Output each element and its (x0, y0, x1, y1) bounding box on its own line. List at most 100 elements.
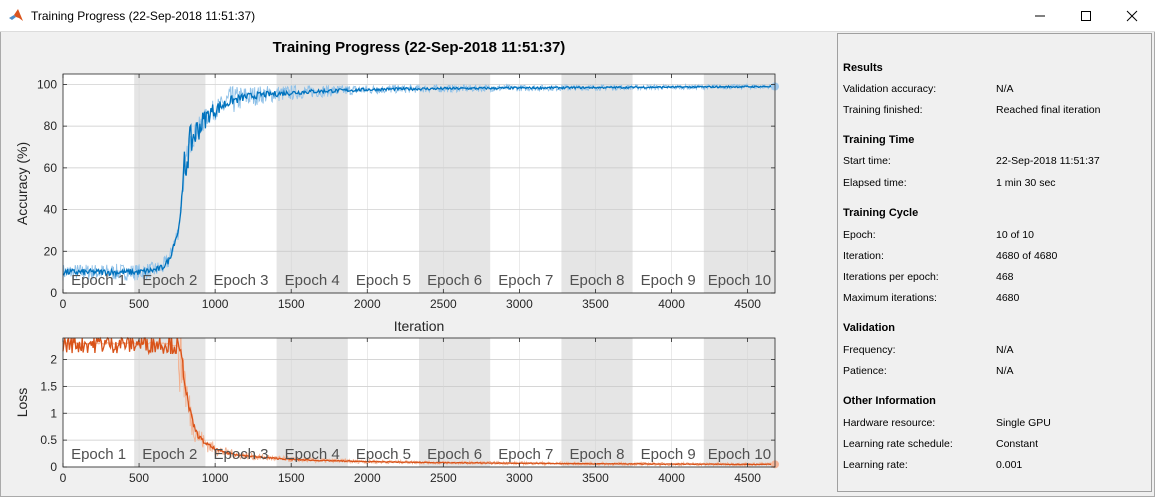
validation-accuracy-value: N/A (996, 83, 1014, 95)
hardware-resource-value: Single GPU (996, 417, 1051, 429)
x-tick-label: 2500 (430, 297, 457, 311)
start-time-label: Start time: (843, 155, 891, 167)
loss-smoothed-line (62, 336, 776, 466)
accuracy-axes-box (62, 73, 776, 294)
x-tick-label: 0 (60, 471, 67, 485)
loss-raw-line (62, 337, 776, 468)
epoch-label: Epoch 2 (142, 272, 197, 289)
iteration-value: 4680 of 4680 (996, 250, 1058, 262)
epoch-label: Epoch 6 (427, 446, 482, 463)
validation-accuracy-label: Validation accuracy: (843, 83, 937, 95)
x-tick-label: 2000 (354, 297, 381, 311)
y-tick-label: 60 (44, 161, 58, 175)
training-plots: Training Progress (22-Sep-2018 11:51:37)… (14, 39, 779, 485)
epoch-band (276, 74, 348, 293)
iterations-per-epoch-value: 468 (996, 271, 1014, 283)
x-tick-label: 1000 (202, 297, 229, 311)
x-tick-label: 4000 (658, 471, 685, 485)
epoch-label: Epoch 9 (641, 446, 696, 463)
epoch-label: Epoch: (843, 229, 876, 241)
results-heading: Results (843, 62, 883, 74)
iterations-per-epoch-label: Iterations per epoch: (843, 271, 939, 283)
minimize-button[interactable] (1017, 0, 1063, 32)
epoch-label: Epoch 4 (285, 446, 340, 463)
x-tick-label: 2500 (430, 471, 457, 485)
iteration-label: Iteration: (843, 250, 884, 262)
x-tick-label: 1000 (202, 471, 229, 485)
epoch-label: Epoch 3 (213, 272, 268, 289)
epoch-label: Epoch 9 (641, 272, 696, 289)
training-info-panel: Results Validation accuracy: N/A Trainin… (837, 33, 1152, 492)
matlab-logo-icon (9, 9, 23, 21)
epoch-label: Epoch 5 (356, 272, 411, 289)
y-tick-label: 0.5 (40, 433, 57, 447)
epoch-label: Epoch 2 (142, 446, 197, 463)
y-tick-label: 2 (50, 353, 57, 367)
epoch-label: Epoch 4 (285, 272, 340, 289)
x-tick-label: 4000 (658, 297, 685, 311)
x-axis-label: Iteration (394, 318, 445, 334)
training-finished-value: Reached final iteration (996, 104, 1101, 116)
y-tick-label: 0 (50, 460, 57, 474)
learning-rate-label: Learning rate: (843, 459, 908, 471)
elapsed-time-label: Elapsed time: (843, 177, 907, 189)
accuracy-plot: Epoch 1 Epoch 2 Epoch 3 Epoch 4 Epoch 5 Epoch… (14, 73, 779, 334)
x-tick-label: 4500 (734, 471, 761, 485)
x-tick-label: 500 (129, 471, 149, 485)
minimize-icon (1035, 15, 1045, 17)
chart-title: Training Progress (22-Sep-2018 11:51:37) (273, 39, 566, 56)
learning-rate-schedule-value: Constant (996, 438, 1039, 450)
other-information-heading: Other Information (843, 395, 936, 407)
y-tick-label: 1 (50, 406, 57, 420)
loss-plot: Epoch 1 Epoch 2 Epoch 3 Epoch 4 Epoch 5 Epoch… (14, 336, 779, 485)
epoch-label: Epoch 1 (71, 446, 126, 463)
learning-rate-schedule-label: Learning rate schedule: (843, 438, 953, 450)
x-tick-label: 500 (129, 297, 149, 311)
validation-heading: Validation (843, 322, 895, 334)
x-tick-label: 1500 (278, 297, 305, 311)
x-tick-label: 3000 (506, 471, 533, 485)
maximize-button[interactable] (1063, 0, 1109, 32)
x-tick-label: 0 (60, 297, 67, 311)
max-iterations-label: Maximum iterations: (843, 292, 937, 304)
x-tick-label: 3500 (582, 297, 609, 311)
y-tick-label: 1.5 (40, 379, 57, 393)
epoch-band (134, 74, 206, 293)
y-tick-label: 20 (44, 244, 58, 258)
epoch-value: 10 of 10 (996, 229, 1034, 241)
y-tick-label: 100 (37, 77, 57, 91)
epoch-label: Epoch 8 (569, 446, 624, 463)
y-tick-label: 80 (44, 119, 58, 133)
accuracy-smoothed-line (62, 84, 776, 278)
patience-label: Patience: (843, 365, 887, 377)
close-icon (1126, 10, 1138, 22)
training-time-heading: Training Time (843, 134, 915, 146)
y-axis-label: Accuracy (%) (14, 142, 30, 225)
maximize-icon (1081, 11, 1091, 21)
loss-axes-box (62, 337, 776, 468)
close-button[interactable] (1109, 0, 1155, 32)
max-iterations-value: 4680 (996, 292, 1020, 304)
epoch-label: Epoch 7 (498, 272, 553, 289)
y-axis-label: Loss (14, 388, 30, 418)
title-bar[interactable]: Training Progress (22-Sep-2018 11:51:37) (0, 0, 1155, 32)
epoch-label: Epoch 8 (569, 272, 624, 289)
patience-value: N/A (996, 365, 1014, 377)
frequency-value: N/A (996, 344, 1014, 356)
epoch-label: Epoch 10 (708, 446, 771, 463)
training-cycle-heading: Training Cycle (843, 207, 919, 219)
epoch-label: Epoch 3 (213, 446, 268, 463)
hardware-resource-label: Hardware resource: (843, 417, 936, 429)
start-time-value: 22-Sep-2018 11:51:37 (996, 155, 1100, 167)
x-tick-label: 2000 (354, 471, 381, 485)
epoch-label: Epoch 6 (427, 272, 482, 289)
y-tick-label: 40 (44, 203, 58, 217)
y-tick-label: 0 (50, 286, 57, 300)
epoch-label: Epoch 1 (71, 272, 126, 289)
elapsed-time-value: 1 min 30 sec (996, 177, 1056, 189)
epoch-label: Epoch 10 (708, 272, 771, 289)
epoch-band (561, 74, 633, 293)
epoch-band (703, 74, 775, 293)
x-tick-label: 4500 (734, 297, 761, 311)
x-tick-label: 3000 (506, 297, 533, 311)
